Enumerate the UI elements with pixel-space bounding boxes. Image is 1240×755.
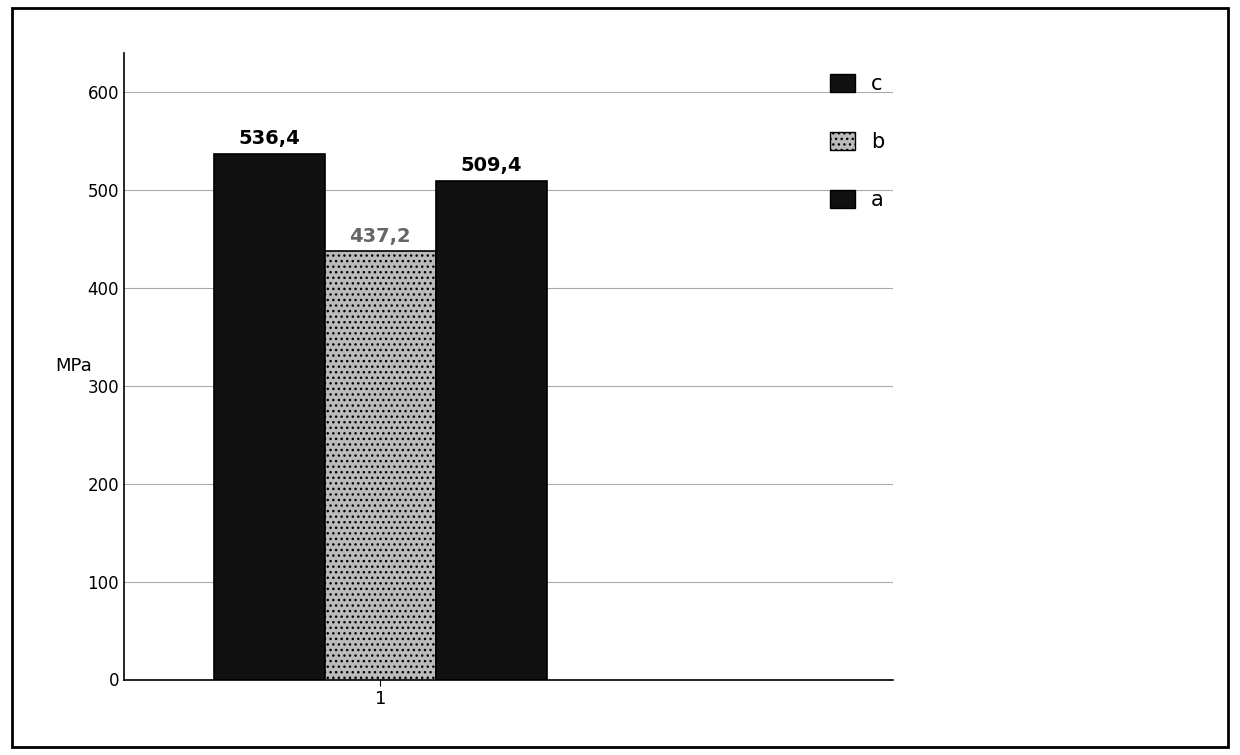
Bar (435, 180, 547, 680)
Bar (213, 154, 325, 680)
Text: 536,4: 536,4 (238, 129, 300, 149)
Text: 437,2: 437,2 (350, 226, 412, 245)
Text: 509,4: 509,4 (460, 156, 522, 175)
Legend: c, b, a: c, b, a (821, 66, 893, 218)
Bar (325, 251, 435, 680)
Y-axis label: MPa: MPa (56, 357, 92, 375)
